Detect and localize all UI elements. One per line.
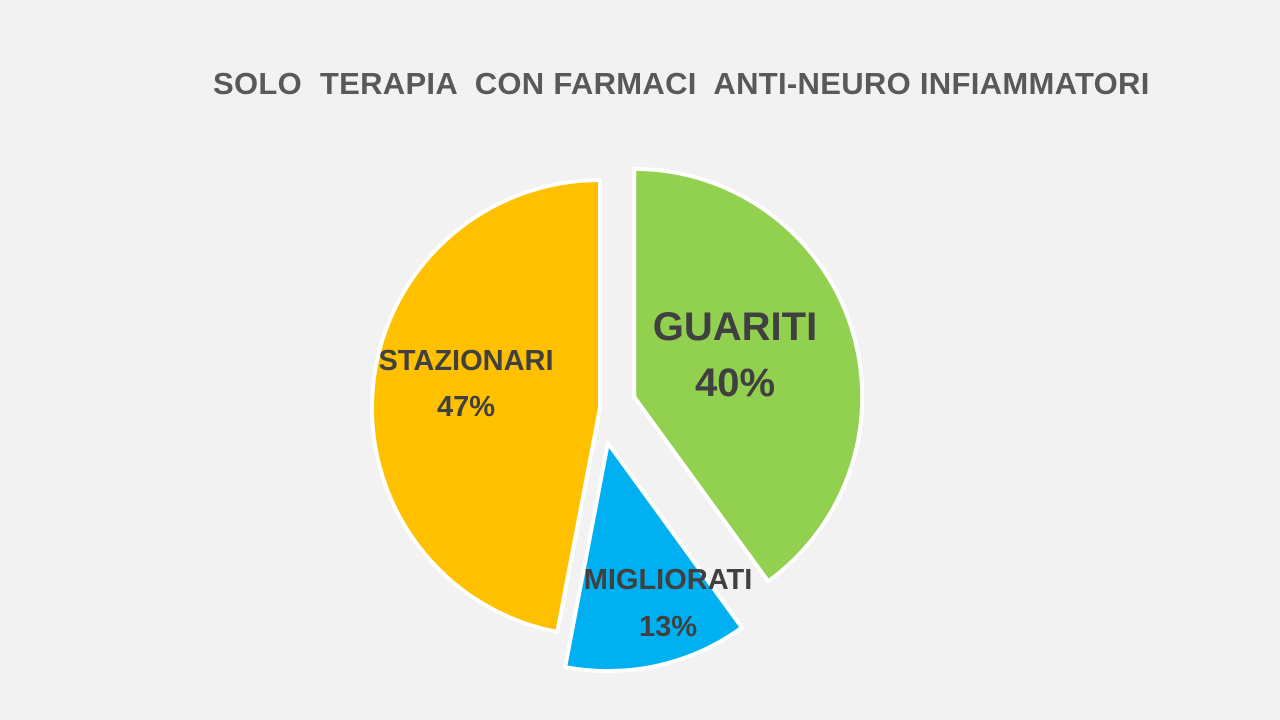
slice-value-migliorati: 13% <box>639 611 697 643</box>
chart-title: SOLO TERAPIA CON FARMACI ANTI-NEURO INFI… <box>213 66 1150 101</box>
pie-slice-migliorati <box>563 441 744 674</box>
slice-label-stazionari: STAZIONARI <box>378 345 553 377</box>
slice-label-migliorati: MIGLIORATI <box>584 564 753 596</box>
pie-slice-stazionari <box>370 178 602 634</box>
slice-value-guariti: 40% <box>695 361 775 405</box>
slice-label-guariti: GUARITI <box>653 305 817 349</box>
slice-value-stazionari: 47% <box>437 391 495 423</box>
pie-slice-guariti <box>632 166 865 584</box>
